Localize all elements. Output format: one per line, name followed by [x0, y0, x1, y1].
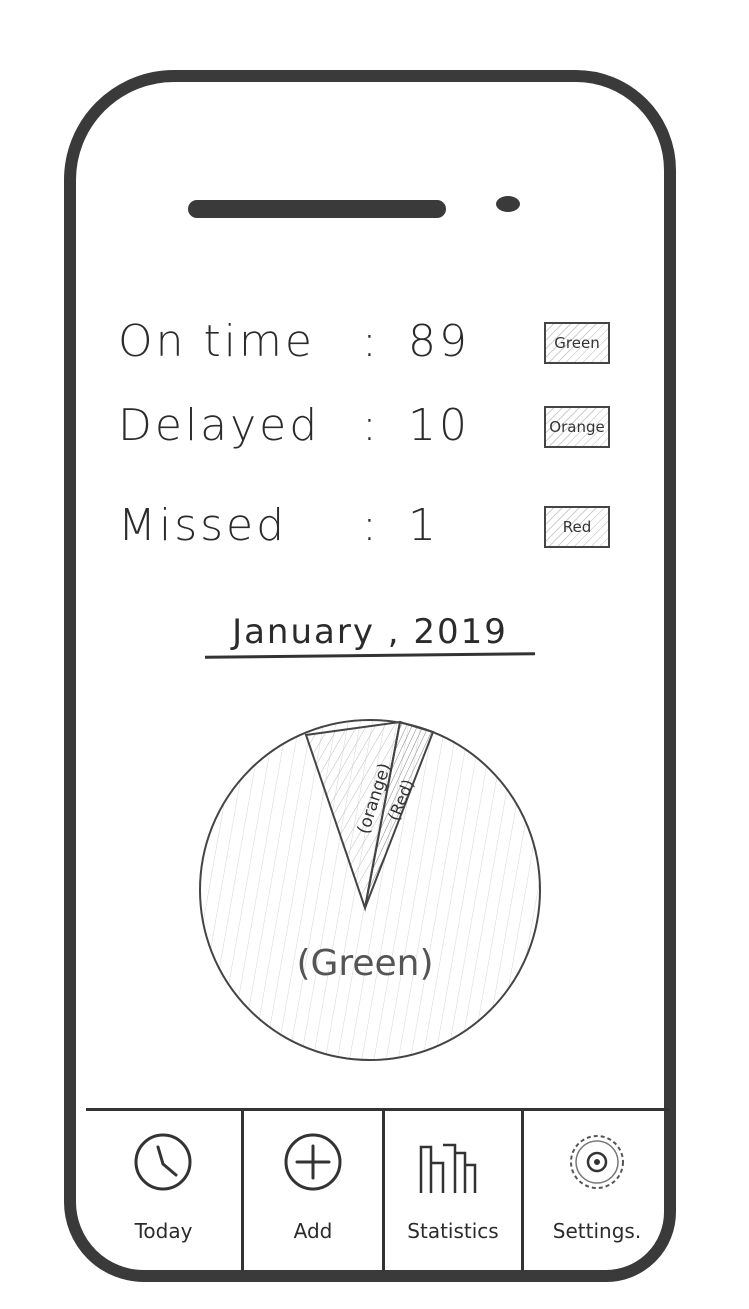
tab-divider — [521, 1111, 524, 1271]
bar-chart-icon — [419, 1143, 477, 1193]
stat-colon: : — [362, 500, 380, 551]
tab-label: Statistics — [407, 1219, 499, 1243]
phone-frame — [64, 70, 676, 1282]
stat-row-delayed: Delayed : 10 Orange — [118, 400, 628, 470]
orange-swatch: Orange — [544, 406, 610, 448]
phone-camera — [496, 196, 520, 212]
tab-label: Add — [293, 1219, 333, 1243]
bottom-tab-bar: Today Add Statistics Settings. — [86, 1108, 670, 1271]
tab-today[interactable]: Today — [86, 1111, 241, 1271]
tab-label: Settings. — [552, 1219, 642, 1243]
stat-value: 10 — [408, 400, 470, 451]
tab-divider — [382, 1111, 385, 1271]
tab-divider — [241, 1111, 244, 1271]
tab-statistics[interactable]: Statistics — [385, 1111, 521, 1271]
stat-colon: : — [362, 400, 380, 451]
gear-icon — [570, 1135, 624, 1189]
tab-settings[interactable]: Settings. — [524, 1111, 670, 1271]
stat-row-on-time: On time : 89 Green — [118, 316, 628, 386]
green-swatch: Green — [544, 322, 610, 364]
stat-value: 89 — [408, 316, 470, 367]
tab-label: Today — [134, 1219, 193, 1243]
stat-label: Delayed — [118, 400, 321, 451]
stat-row-missed: Missed : 1 Red — [118, 500, 628, 570]
pie-chart: (orange) (Red) (Green) — [199, 719, 541, 1061]
month-heading[interactable]: January , 2019 — [232, 612, 508, 652]
tab-add[interactable]: Add — [244, 1111, 382, 1271]
pie-slice-red — [364, 720, 435, 909]
plus-circle-icon — [284, 1133, 342, 1191]
stat-label: Missed — [118, 500, 288, 551]
stat-label: On time — [118, 316, 315, 367]
clock-icon — [134, 1133, 192, 1191]
phone-speaker — [188, 200, 446, 218]
pie-label-green: (Green) — [296, 943, 433, 984]
stat-colon: : — [362, 316, 380, 367]
stat-value: 1 — [408, 500, 439, 551]
red-swatch: Red — [544, 506, 610, 548]
